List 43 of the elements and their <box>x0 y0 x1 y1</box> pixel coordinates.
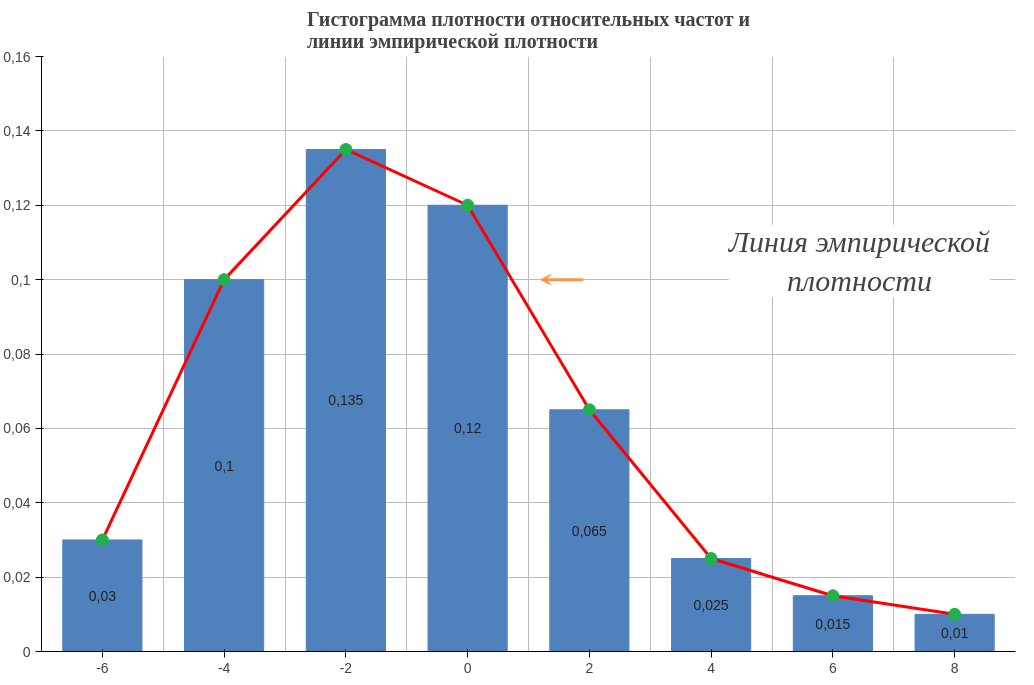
x-tick-label: 4 <box>707 659 716 676</box>
data-label: 0,025 <box>693 597 729 614</box>
data-label: 0,1 <box>214 457 235 474</box>
x-tick-label: 6 <box>828 659 837 676</box>
bar <box>305 148 386 652</box>
point <box>461 198 475 212</box>
x-tick-label: 8 <box>950 659 959 676</box>
bar <box>549 409 630 652</box>
y-tick-label: 0,1 <box>11 271 31 288</box>
x-tick-label: 0 <box>463 659 472 676</box>
bar <box>62 539 143 652</box>
data-label: 0,015 <box>815 615 851 632</box>
data-label: 0,12 <box>454 420 482 437</box>
point <box>217 273 231 287</box>
point <box>582 403 596 417</box>
bar <box>671 558 752 652</box>
y-tick-label: 0,02 <box>3 569 31 586</box>
bar <box>792 595 873 652</box>
data-label: 0,135 <box>328 392 364 409</box>
chart-title: Гистограмма плотности относительных частот и линии эмпирической плотности <box>306 7 751 53</box>
point <box>95 533 109 547</box>
data-label: 0,01 <box>941 624 969 641</box>
y-tick-label: 0,14 <box>3 122 31 139</box>
y-tick-label: 0,06 <box>3 420 31 437</box>
x-tick-label: 2 <box>585 659 594 676</box>
data-label: 0,03 <box>88 587 117 604</box>
bar <box>184 279 265 652</box>
bar <box>427 204 508 652</box>
point <box>704 552 718 566</box>
bar <box>914 613 995 652</box>
y-tick-label: 0,12 <box>3 197 31 214</box>
annotation: Линия эмпирической плотности <box>727 224 991 298</box>
x-tick-label: -6 <box>96 659 109 676</box>
point <box>948 607 962 621</box>
data-label: 0,065 <box>571 522 608 539</box>
x-tick-label: -2 <box>339 659 353 676</box>
y-tick-label: 0,08 <box>3 346 31 362</box>
y-tick-label: 0,16 <box>3 48 31 65</box>
point <box>339 142 353 156</box>
point <box>826 589 840 603</box>
y-tick-label: 0 <box>22 643 31 660</box>
x-tick-label: -4 <box>217 659 231 676</box>
y-tick-label: 0,04 <box>3 494 31 511</box>
